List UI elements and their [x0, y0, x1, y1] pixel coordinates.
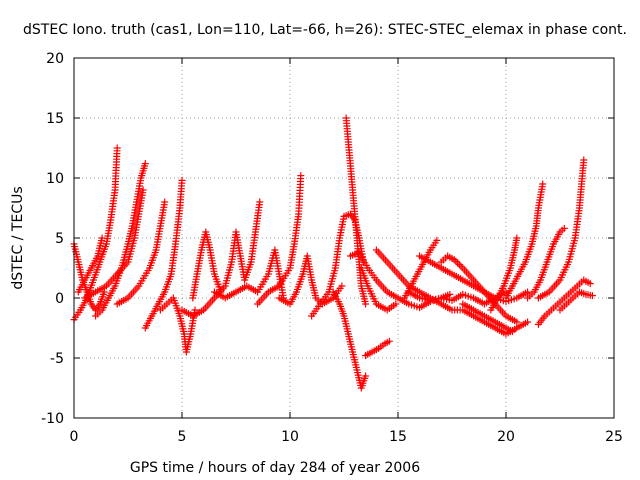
data-point	[178, 176, 186, 184]
data-point	[560, 224, 568, 232]
y-tick-label: 0	[55, 291, 64, 307]
chart-title: dSTEC Iono. truth (cas1, Lon=110, Lat=-6…	[23, 22, 627, 38]
data-point	[450, 256, 458, 264]
data-marks	[70, 114, 596, 392]
x-tick-label: 0	[70, 429, 79, 445]
x-tick-label: 5	[178, 429, 187, 445]
y-tick-labels: -10 -5 0 5 10 15 20	[41, 51, 64, 427]
data-point	[297, 172, 305, 180]
axis-ticks	[73, 57, 615, 419]
data-point	[98, 234, 106, 242]
y-tick-label: 5	[55, 231, 64, 247]
data-point	[586, 280, 594, 288]
y-tick-label: -10	[41, 411, 64, 427]
x-tick-label: 25	[605, 429, 623, 445]
data-point	[392, 300, 400, 308]
data-point	[256, 198, 264, 206]
data-point	[513, 318, 521, 326]
data-point	[580, 156, 588, 164]
x-tick-labels: 0 5 10 15 20 25	[70, 429, 623, 445]
data-point	[141, 160, 149, 168]
data-point	[433, 236, 441, 244]
y-tick-label: -5	[50, 351, 64, 367]
data-point	[454, 259, 462, 267]
x-tick-label: 20	[497, 429, 515, 445]
data-point	[524, 318, 532, 326]
x-tick-label: 15	[389, 429, 407, 445]
data-point	[338, 282, 346, 290]
data-point	[139, 186, 147, 194]
data-point	[455, 261, 463, 269]
y-tick-label: 15	[46, 111, 64, 127]
y-axis-label: dSTEC / TECUs	[10, 186, 26, 289]
x-tick-label: 10	[281, 429, 299, 445]
data-point	[113, 144, 121, 152]
y-tick-label: 10	[46, 171, 64, 187]
data-point	[513, 234, 521, 242]
y-tick-label: 20	[46, 51, 64, 67]
data-point	[362, 300, 370, 308]
data-point	[446, 290, 454, 298]
data-point	[385, 337, 393, 345]
data-point	[539, 180, 547, 188]
data-point	[457, 262, 465, 270]
grid-lines	[74, 58, 614, 418]
data-point	[452, 257, 460, 265]
data-point	[588, 292, 596, 300]
x-axis-label: GPS time / hours of day 284 of year 2006	[130, 460, 420, 476]
data-point	[161, 198, 169, 206]
data-point	[524, 288, 532, 296]
data-point	[362, 372, 370, 380]
data-point	[508, 328, 516, 336]
